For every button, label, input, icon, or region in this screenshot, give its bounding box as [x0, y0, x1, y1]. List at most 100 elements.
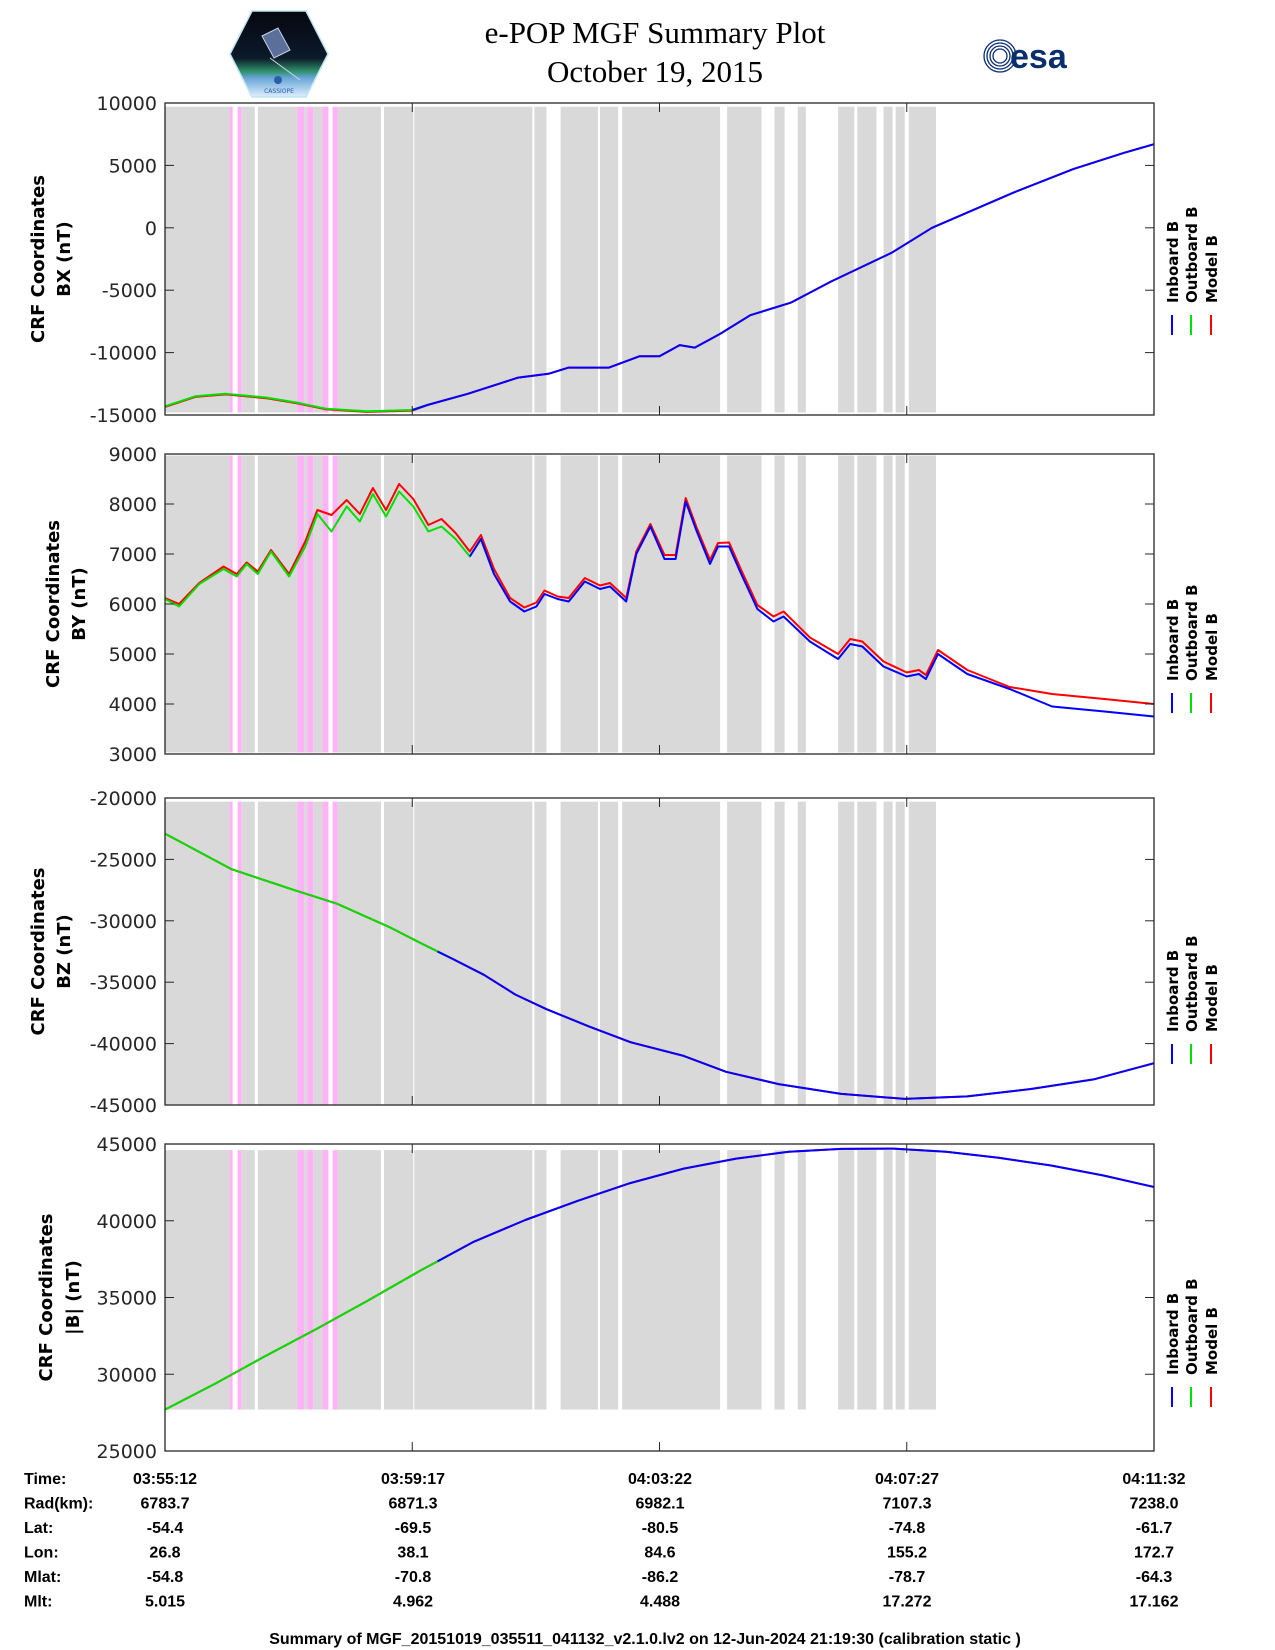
- ephemeris-row-label: Rad(km):: [24, 1496, 93, 1513]
- ephemeris-value: -64.3: [1136, 1569, 1173, 1586]
- ephemeris-table: Time: 03:55:12 03:59:17 04:03:22 04:07:27 04:…: [24, 1471, 1186, 1611]
- y-axis-label: BZ (nT): [54, 914, 75, 989]
- ephemeris-value: -86.2: [642, 1569, 679, 1586]
- flag-band: [229, 1150, 233, 1410]
- flag-band: [322, 801, 329, 1105]
- y-tick-label: 35000: [97, 1288, 157, 1310]
- data-quality-bands: [165, 106, 937, 413]
- y-tick-label: 9000: [109, 444, 157, 466]
- data-gap-band: [534, 801, 547, 1105]
- y-tick-label: -45000: [90, 1095, 157, 1117]
- ephemeris-value: 04:11:32: [1122, 1471, 1185, 1488]
- series-inboard-b: [411, 143, 1155, 411]
- data-gap-band: [337, 801, 381, 1105]
- legend-label: Model B: [1203, 964, 1221, 1032]
- data-quality-bands: [165, 1150, 937, 1410]
- legend-label: Inboard B: [1164, 950, 1182, 1032]
- flag-band: [237, 455, 242, 753]
- ephemeris-value: 6783.7: [141, 1496, 190, 1513]
- data-gap-band: [908, 455, 937, 753]
- y-tick-label: -15000: [90, 405, 157, 427]
- data-gap-band: [622, 1150, 721, 1410]
- y-tick-label: -35000: [90, 972, 157, 994]
- plot-date: October 19, 2015: [547, 54, 763, 89]
- data-gap-band: [241, 801, 255, 1105]
- ephemeris-value: 6871.3: [389, 1496, 438, 1513]
- data-gap-band: [414, 106, 533, 413]
- y-tick-label: -40000: [90, 1034, 157, 1056]
- flag-band: [322, 455, 329, 753]
- data-gap-band: [895, 106, 905, 413]
- data-gap-band: [313, 801, 323, 1105]
- y-tick-label: 45000: [97, 1134, 157, 1156]
- data-gap-band: [599, 106, 619, 413]
- legend-label: Inboard B: [1164, 1293, 1182, 1375]
- data-gap-band: [304, 801, 308, 1105]
- legend-label: Model B: [1203, 613, 1221, 681]
- legend-label: Model B: [1203, 1307, 1221, 1375]
- data-gap-band: [165, 1150, 230, 1410]
- data-gap-band: [257, 455, 298, 753]
- data-gap-band: [414, 801, 533, 1105]
- data-gap-band: [560, 455, 598, 753]
- series-outboard-b: [164, 392, 428, 413]
- panel-2: 3000 4000 5000 6000 7000 8000 9000 CRF Coordina…: [43, 444, 1221, 766]
- y-axis-label: BY (nT): [69, 567, 90, 641]
- ephemeris-value: 7238.0: [1130, 1496, 1179, 1513]
- flag-band: [332, 1150, 338, 1410]
- ephemeris-value: -80.5: [642, 1520, 679, 1537]
- esa-logo: esa: [983, 38, 1068, 76]
- series-outboard-b: [164, 1255, 449, 1411]
- y-tick-label: 30000: [97, 1364, 157, 1386]
- flag-band: [229, 106, 233, 413]
- series-outboard-b: [164, 490, 495, 608]
- data-gap-band: [857, 1150, 877, 1410]
- data-gap-band: [857, 106, 877, 413]
- data-gap-band: [313, 455, 323, 753]
- legend-label: Outboard B: [1183, 935, 1201, 1032]
- data-quality-bands: [165, 801, 937, 1105]
- data-gap-band: [337, 1150, 381, 1410]
- data-gap-band: [313, 1150, 323, 1410]
- data-gap-band: [560, 801, 598, 1105]
- ephemeris-value: 03:59:17: [381, 1471, 445, 1488]
- data-gap-band: [838, 1150, 855, 1410]
- data-quality-bands: [165, 455, 937, 753]
- data-gap-band: [257, 1150, 298, 1410]
- y-tick-label: 3000: [109, 744, 157, 766]
- ephemeris-value: 6982.1: [636, 1496, 685, 1513]
- data-gap-band: [337, 455, 381, 753]
- data-gap-band: [599, 1150, 619, 1410]
- ephemeris-value: 4.488: [640, 1594, 680, 1611]
- y-axis-label: CRF Coordinates: [28, 175, 49, 343]
- ephemeris-value: -78.7: [889, 1569, 926, 1586]
- y-tick-label: 40000: [97, 1211, 157, 1233]
- legend: Inboard B Outboard B Model B: [1164, 935, 1221, 1064]
- data-gap-band: [241, 106, 255, 413]
- data-gap-band: [797, 801, 806, 1105]
- flag-band: [332, 106, 338, 413]
- y-tick-label: -10000: [90, 343, 157, 365]
- cassiope-logo-text: CASSIOPE: [264, 88, 294, 95]
- ephemeris-value: -74.8: [889, 1520, 926, 1537]
- y-tick-label: 0: [145, 218, 157, 240]
- y-tick-label: 8000: [109, 494, 157, 516]
- data-gap-band: [622, 455, 721, 753]
- data-gap-band: [838, 106, 855, 413]
- panel-1: -15000 -10000 -5000 0 5000 10000 CRF Coordinat…: [28, 93, 1221, 427]
- data-gap-band: [838, 455, 855, 753]
- ephemeris-value: -61.7: [1136, 1520, 1173, 1537]
- data-gap-band: [883, 455, 893, 753]
- flag-band: [307, 801, 314, 1105]
- y-tick-label: 7000: [109, 544, 157, 566]
- data-gap-band: [727, 106, 762, 413]
- series-inboard-b: [437, 950, 1155, 1100]
- flag-band: [297, 106, 305, 413]
- y-axis-label: |B| (nT): [63, 1260, 84, 1335]
- flag-band: [237, 1150, 242, 1410]
- y-tick-label: 10000: [97, 93, 157, 115]
- data-gap-band: [797, 106, 806, 413]
- data-gap-band: [599, 801, 619, 1105]
- ephemeris-row-label: Lon:: [24, 1545, 59, 1562]
- y-tick-label: -30000: [90, 911, 157, 933]
